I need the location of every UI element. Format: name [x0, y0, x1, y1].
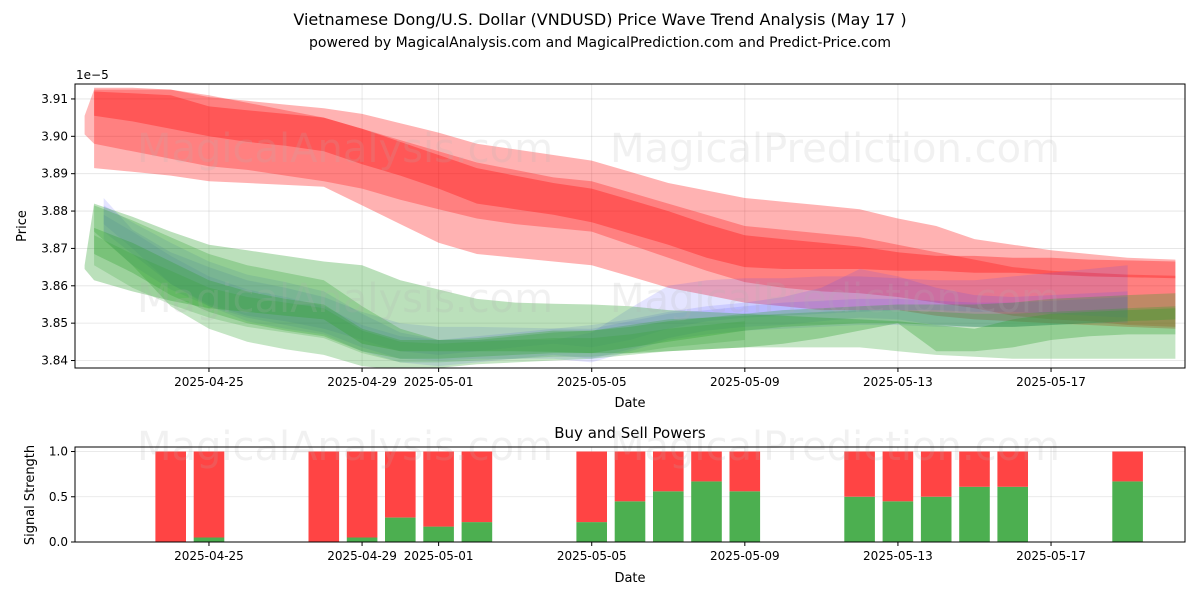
signal-y-tick-label: 0.5 — [49, 490, 68, 504]
price-band-1 — [94, 87, 1176, 329]
price-band-8 — [94, 227, 1176, 359]
signal-panel: Buy and Sell Powers MagicalAnalysis.com … — [23, 424, 1186, 586]
sell-bar — [691, 451, 722, 482]
sell-bar — [920, 451, 952, 497]
price-y-tick-label: 3.90 — [41, 129, 68, 143]
sell-bar — [997, 451, 1028, 487]
price-x-tick-label: 2025-04-25 — [174, 375, 244, 389]
sell-bar — [193, 451, 225, 538]
signal-x-tick-label: 2025-05-09 — [710, 549, 780, 563]
buy-bar — [346, 537, 378, 542]
price-x-tick-label: 2025-05-13 — [863, 375, 933, 389]
signal-x-axis-label: Date — [614, 571, 645, 586]
buy-bar — [461, 522, 493, 542]
buy-bar — [691, 481, 722, 542]
signal-x-ticks: 2025-04-25 2025-04-29 2025-05-01 2025-05-05… — [174, 542, 1086, 563]
price-x-axis-label: Date — [614, 396, 645, 411]
price-grid — [75, 84, 1185, 368]
signal-chart-title: Buy and Sell Powers — [554, 424, 706, 442]
price-axes-frame — [74, 83, 1186, 369]
price-y-tick-label: 3.85 — [41, 316, 68, 330]
sell-bar — [1112, 451, 1143, 482]
sell-bar — [844, 451, 875, 497]
buy-bar — [614, 501, 646, 542]
price-band-9 — [94, 235, 745, 363]
signal-x-tick-label: 2025-05-01 — [404, 549, 474, 563]
price-x-tick-label: 2025-04-29 — [327, 375, 397, 389]
signal-bars — [155, 451, 1143, 542]
price-x-tick-label: 2025-05-09 — [710, 375, 780, 389]
price-band-4 — [103, 214, 1128, 367]
watermark-right: MagicalPrediction.com — [610, 126, 1060, 172]
buy-bar — [920, 496, 952, 542]
price-band-6 — [84, 203, 1176, 354]
buy-bar — [844, 496, 875, 542]
signal-x-tick-label: 2025-05-13 — [863, 549, 933, 563]
signal-y-tick-label: 1.0 — [49, 445, 68, 459]
sell-bar — [614, 451, 646, 502]
price-y-ticks: 3.84 3.85 3.86 3.87 3.88 3.89 3.90 3.91 — [41, 92, 75, 368]
price-bands — [84, 87, 1176, 368]
price-x-tick-label: 2025-05-01 — [404, 375, 474, 389]
sell-bar — [576, 451, 607, 523]
signal-x-tick-label: 2025-05-17 — [1016, 549, 1086, 563]
sell-bar — [729, 451, 761, 492]
price-panel: MagicalAnalysis.com MagicalPrediction.co… — [15, 68, 1186, 411]
sell-bar — [882, 451, 914, 502]
watermark-left: MagicalAnalysis.com — [137, 126, 553, 172]
sell-bar — [653, 451, 684, 492]
buy-bar — [882, 501, 914, 542]
buy-bar — [1112, 481, 1143, 542]
price-band-5 — [103, 198, 1128, 363]
signal-y-ticks: 0.0 0.5 1.0 — [49, 445, 75, 549]
price-plot-area — [75, 84, 1185, 368]
price-band-2 — [94, 91, 1176, 279]
price-y-tick-label: 3.86 — [41, 279, 68, 293]
signal-x-tick-label: 2025-05-05 — [557, 549, 627, 563]
price-band-0 — [84, 89, 1176, 327]
sell-bar — [423, 451, 454, 527]
signal-axes-frame — [74, 446, 1186, 543]
watermark-left-lower: MagicalAnalysis.com — [137, 276, 553, 322]
sell-bar — [959, 451, 990, 487]
buy-bar — [959, 486, 990, 542]
chart-subtitle: powered by MagicalAnalysis.com and Magic… — [309, 35, 891, 51]
sell-bar — [308, 451, 340, 542]
buy-bar — [997, 486, 1028, 542]
signal-y-tick-label: 0.0 — [49, 535, 68, 549]
sell-bar — [385, 451, 416, 518]
buy-bar — [653, 491, 684, 542]
signal-y-axis-label: Signal Strength — [23, 445, 38, 545]
sell-bar — [461, 451, 493, 523]
buy-bar — [385, 517, 416, 542]
y-scale-label: 1e−5 — [76, 68, 109, 82]
price-x-ticks: 2025-04-25 2025-04-29 2025-05-01 2025-05-05… — [174, 368, 1086, 389]
chart-title: Vietnamese Dong/U.S. Dollar (VNDUSD) Pri… — [293, 10, 906, 29]
sell-bar — [155, 451, 186, 542]
price-y-tick-label: 3.84 — [41, 354, 68, 368]
price-y-tick-label: 3.87 — [41, 241, 68, 255]
price-y-axis-label: Price — [15, 210, 30, 242]
signal-x-tick-label: 2025-04-25 — [174, 549, 244, 563]
buy-bar — [193, 537, 225, 542]
price-band-3 — [103, 205, 1128, 355]
watermark-right-lower: MagicalPrediction.com — [610, 276, 1060, 322]
price-y-tick-label: 3.89 — [41, 167, 68, 181]
buy-bar — [423, 526, 454, 542]
signal-x-tick-label: 2025-04-29 — [327, 549, 397, 563]
buy-bar — [576, 522, 607, 542]
price-y-tick-label: 3.88 — [41, 204, 68, 218]
buy-bar — [729, 491, 761, 542]
price-y-tick-label: 3.91 — [41, 92, 68, 106]
price-band-7 — [94, 205, 1176, 368]
price-x-tick-label: 2025-05-05 — [557, 375, 627, 389]
sell-bar — [346, 451, 378, 538]
price-x-tick-label: 2025-05-17 — [1016, 375, 1086, 389]
